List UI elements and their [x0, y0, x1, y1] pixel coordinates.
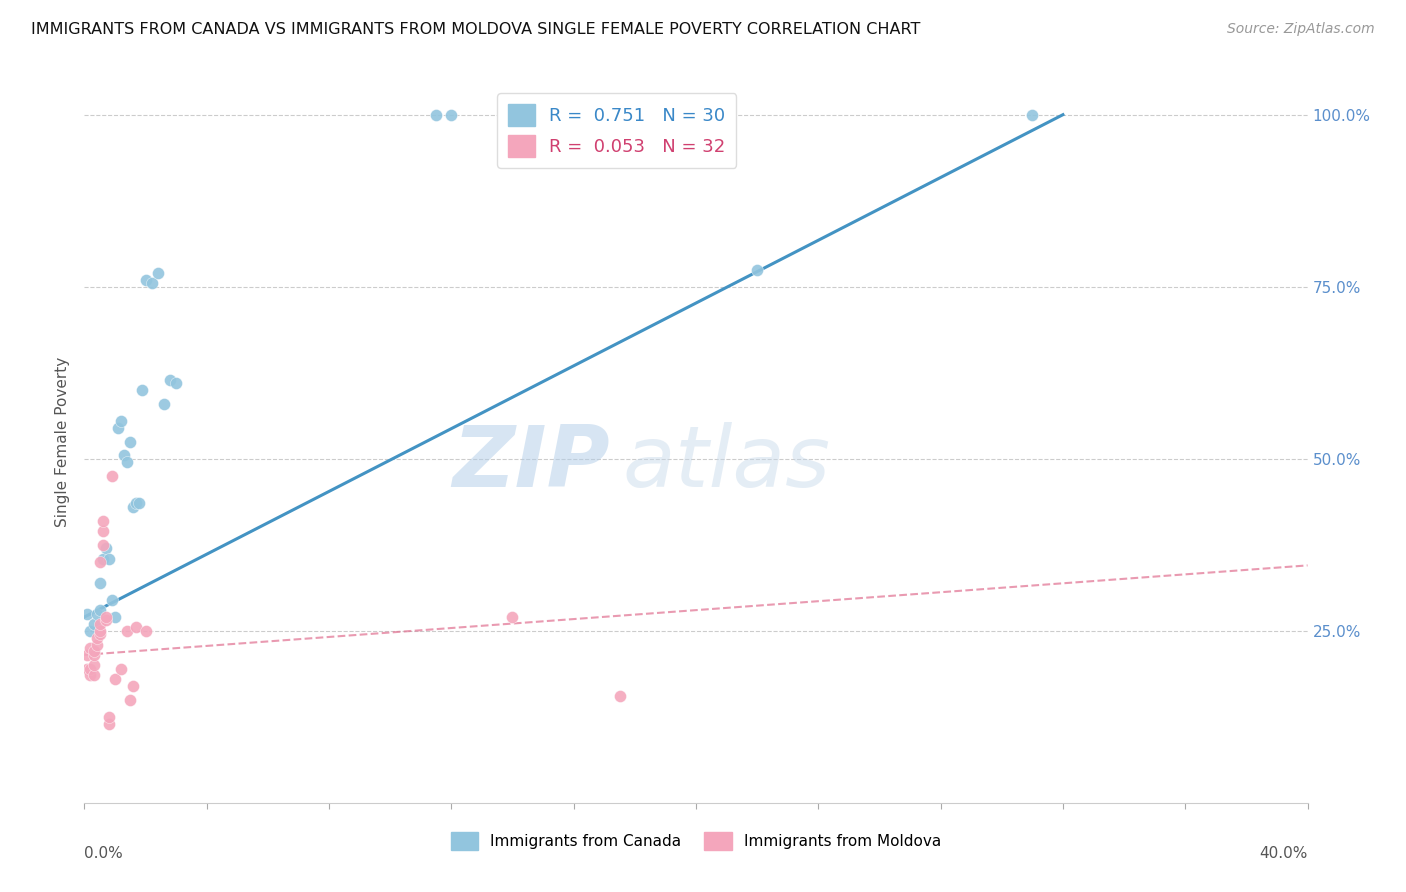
Point [440, 108, 463, 122]
Y-axis label: Single Female Poverty: Single Female Poverty [55, 357, 70, 526]
Point [125, 620, 148, 634]
Point [83, 648, 105, 662]
Legend: Immigrants from Canada, Immigrants from Moldova: Immigrants from Canada, Immigrants from … [444, 826, 948, 856]
Point [101, 469, 124, 483]
Point [91, 538, 114, 552]
Point [76, 648, 98, 662]
Point [79, 668, 101, 682]
Point [89, 627, 111, 641]
Point [89, 555, 111, 569]
Point [94, 614, 117, 628]
Point [83, 616, 105, 631]
Point [747, 262, 769, 277]
Point [89, 575, 111, 590]
Point [91, 514, 114, 528]
Point [125, 496, 148, 510]
Point [97, 716, 120, 731]
Point [83, 668, 105, 682]
Point [83, 658, 105, 673]
Point [115, 624, 138, 638]
Point [131, 383, 153, 397]
Point [97, 710, 120, 724]
Point [122, 500, 145, 514]
Point [86, 638, 108, 652]
Point [89, 616, 111, 631]
Point [146, 266, 169, 280]
Point [91, 551, 114, 566]
Point [609, 689, 631, 703]
Point [1021, 108, 1043, 122]
Point [86, 631, 108, 645]
Point [135, 624, 157, 638]
Point [86, 607, 108, 621]
Point [425, 108, 447, 122]
Text: IMMIGRANTS FROM CANADA VS IMMIGRANTS FROM MOLDOVA SINGLE FEMALE POVERTY CORRELAT: IMMIGRANTS FROM CANADA VS IMMIGRANTS FRO… [31, 22, 921, 37]
Point [104, 672, 127, 686]
Text: 0.0%: 0.0% [84, 847, 124, 861]
Text: ZIP: ZIP [453, 422, 610, 505]
Point [110, 414, 132, 428]
Point [107, 421, 129, 435]
Point [79, 662, 101, 676]
Point [112, 448, 135, 462]
Point [91, 524, 114, 538]
Text: Source: ZipAtlas.com: Source: ZipAtlas.com [1227, 22, 1375, 37]
Point [89, 624, 111, 638]
Point [159, 373, 181, 387]
Point [110, 662, 132, 676]
Point [76, 607, 98, 621]
Point [104, 610, 127, 624]
Point [94, 541, 117, 556]
Point [83, 644, 105, 658]
Point [135, 273, 157, 287]
Point [79, 624, 101, 638]
Point [101, 592, 124, 607]
Point [115, 455, 138, 469]
Point [122, 679, 145, 693]
Text: atlas: atlas [623, 422, 831, 505]
Point [79, 640, 101, 655]
Point [502, 610, 524, 624]
Point [120, 692, 142, 706]
Point [76, 662, 98, 676]
Text: 40.0%: 40.0% [1260, 847, 1308, 861]
Point [153, 397, 176, 411]
Point [94, 610, 117, 624]
Point [165, 376, 187, 390]
Point [141, 277, 163, 291]
Point [89, 603, 111, 617]
Point [97, 551, 120, 566]
Point [120, 434, 142, 449]
Point [128, 496, 150, 510]
